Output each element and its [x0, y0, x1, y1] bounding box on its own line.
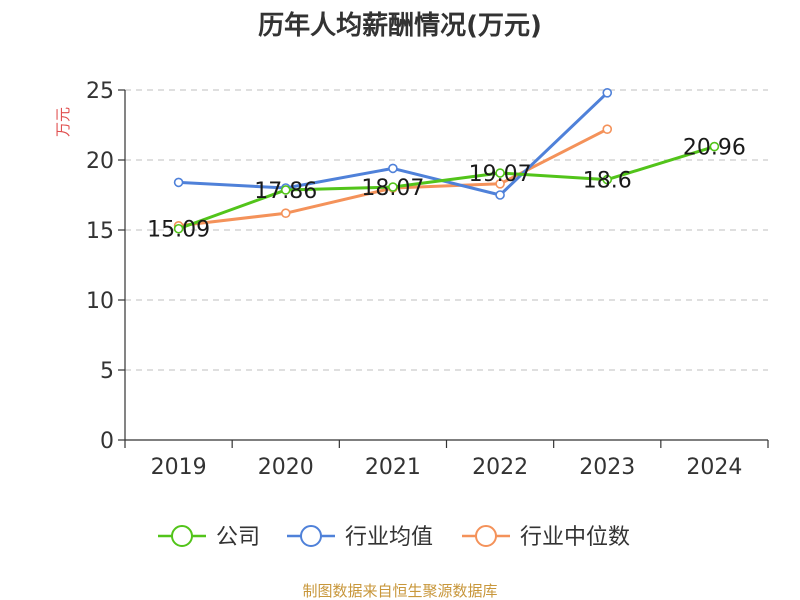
- x-tick-label-2022: 2022: [472, 455, 528, 480]
- data-label-2024: 20.96: [683, 136, 746, 161]
- y-tick-label-0: 0: [100, 429, 114, 454]
- x-tick-label-2020: 2020: [258, 455, 314, 480]
- y-axis-label: 万元: [54, 107, 72, 137]
- series-lines: [173, 88, 720, 234]
- y-tick-label-25: 25: [86, 79, 114, 104]
- series-2-point-2023: [602, 124, 613, 134]
- legend-label-0: 公司: [216, 525, 260, 550]
- data-label-2023: 18.6: [583, 169, 632, 194]
- y-tick-label-5: 5: [100, 359, 114, 384]
- y-tick-label-15: 15: [86, 219, 114, 244]
- data-label-2019: 15.09: [147, 218, 210, 243]
- series-1-point-2022: [495, 190, 505, 200]
- series-0-point-2019: [173, 223, 184, 234]
- legend-item-1: 行业均值: [287, 525, 433, 550]
- data-label-2021: 18.07: [361, 176, 424, 201]
- series-0: [173, 141, 720, 234]
- series-0-point-2023: [602, 174, 613, 185]
- legend-item-0: 公司: [158, 525, 260, 550]
- grid-lines: [125, 89, 768, 371]
- series-2-point-2022: [495, 179, 505, 189]
- series-0-point-2020: [280, 185, 291, 195]
- data-label-2020: 17.86: [254, 179, 317, 204]
- legend-marker-1: [300, 525, 322, 547]
- series-1-point-2023: [602, 88, 613, 98]
- legend-label-2: 行业中位数: [520, 525, 630, 550]
- y-tick-label-20: 20: [86, 149, 114, 174]
- axes: 0 5 10 15 20 25 2019 2020 2021 2022 2023 2024: [86, 79, 769, 480]
- legend-marker-0: [171, 525, 193, 547]
- x-tick-label-2024: 2024: [686, 455, 742, 480]
- series-line-0: [178, 145, 715, 231]
- series-0-point-2022: [495, 168, 505, 178]
- chart-title: 历年人均薪酬情况(万元): [258, 10, 542, 41]
- y-tick-label-10: 10: [86, 289, 114, 314]
- source-note: 制图数据来自恒生聚源数据库: [302, 582, 497, 600]
- x-tick-label-2023: 2023: [579, 455, 635, 480]
- series-1-point-2019: [173, 177, 184, 188]
- series-2-point-2020: [280, 208, 291, 218]
- data-labels: 15.09 17.86 18.07 19.07 18.6 20.96: [147, 136, 746, 243]
- legend-marker-2: [475, 525, 497, 547]
- x-tick-label-2021: 2021: [365, 455, 421, 480]
- legend: 公司 行业均值 行业中位数: [158, 525, 630, 550]
- series-1-point-2021: [388, 163, 398, 174]
- data-label-2022: 19.07: [469, 162, 532, 187]
- series-0-point-2024: [709, 141, 720, 152]
- series-0-point-2021: [388, 182, 398, 192]
- x-tick-label-2019: 2019: [151, 455, 207, 480]
- legend-label-1: 行业均值: [345, 525, 433, 550]
- legend-item-2: 行业中位数: [462, 525, 630, 550]
